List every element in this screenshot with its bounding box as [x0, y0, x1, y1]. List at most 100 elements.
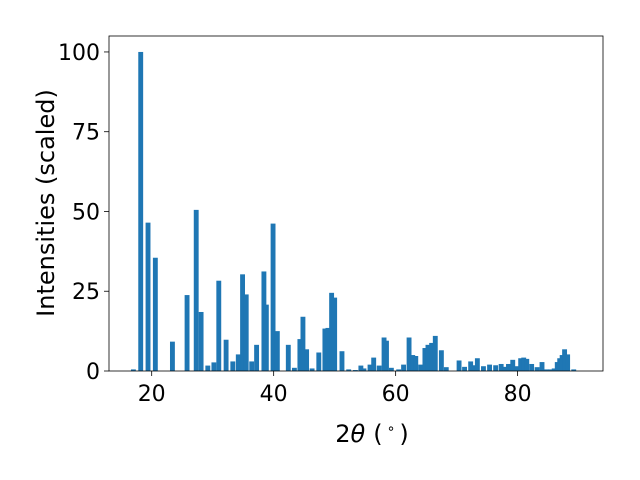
- bar: [425, 344, 431, 371]
- y-tick-label: 100: [58, 41, 100, 66]
- x-axis-label-theta: θ: [351, 420, 366, 448]
- bar: [502, 366, 508, 371]
- bar: [506, 363, 511, 371]
- y-tick-label: 25: [72, 280, 100, 305]
- bar: [254, 344, 260, 371]
- x-tick-label: 60: [382, 382, 410, 407]
- x-tick-label: 40: [260, 382, 288, 407]
- x-tick-label: 20: [138, 382, 166, 407]
- bar: [358, 365, 364, 371]
- bar: [518, 358, 524, 371]
- bar: [413, 356, 419, 371]
- x-tick-label: 80: [504, 382, 532, 407]
- bar: [322, 328, 328, 371]
- x-axis-label: 2θ( ∘): [335, 420, 408, 448]
- bar: [329, 292, 335, 371]
- bar: [432, 335, 438, 371]
- bar: [263, 304, 269, 371]
- bar: [230, 361, 236, 371]
- bar: [346, 369, 352, 371]
- bar: [193, 209, 199, 371]
- bar: [145, 222, 151, 371]
- bar: [422, 348, 428, 371]
- bar: [406, 337, 412, 371]
- bar: [429, 342, 435, 371]
- bar: [216, 280, 222, 371]
- y-tick-label: 50: [72, 200, 100, 225]
- bar: [396, 369, 402, 371]
- bar: [325, 327, 331, 371]
- bar: [223, 339, 229, 371]
- x-axis-label-degree: ∘: [387, 421, 396, 437]
- y-tick-label: 75: [72, 121, 100, 146]
- bar: [371, 357, 377, 371]
- bar: [297, 339, 303, 371]
- bar: [521, 357, 527, 371]
- y-axis-ticks: 0 25 50 75 100: [58, 41, 109, 385]
- bar: [410, 355, 416, 371]
- bar: [316, 352, 322, 371]
- x-axis-label-open: (: [373, 420, 382, 448]
- x-axis-ticks: 20 40 60 80: [138, 371, 532, 407]
- bar: [456, 360, 462, 371]
- bar: [471, 365, 477, 371]
- bar: [198, 311, 204, 371]
- bar: [291, 367, 297, 371]
- bar: [384, 340, 389, 371]
- bars-group: [130, 51, 577, 371]
- bar: [529, 363, 535, 371]
- bar: [418, 364, 424, 371]
- bar: [274, 331, 280, 371]
- bar: [270, 223, 276, 371]
- bar: [249, 361, 255, 371]
- bar: [401, 364, 407, 371]
- bar: [493, 365, 499, 371]
- bar: [498, 363, 504, 371]
- bar: [481, 366, 486, 371]
- bar: [443, 367, 449, 371]
- bar: [184, 295, 190, 371]
- bar: [543, 369, 549, 371]
- bar: [388, 367, 394, 371]
- bar: [309, 368, 315, 371]
- x-axis-label-prefix: 2: [335, 420, 350, 448]
- bar: [361, 368, 367, 371]
- bar: [352, 370, 358, 371]
- bar: [130, 369, 136, 371]
- bar: [565, 354, 571, 371]
- bar: [539, 362, 545, 371]
- bar: [243, 294, 249, 371]
- bar: [211, 362, 217, 371]
- bar: [438, 350, 444, 371]
- y-axis-label: Intensities (scaled): [32, 89, 60, 317]
- bar: [510, 359, 516, 371]
- bar: [514, 366, 520, 371]
- bar: [152, 257, 158, 371]
- bar: [524, 358, 530, 371]
- bar: [474, 358, 480, 371]
- y-tick-label: 0: [86, 360, 100, 385]
- bar: [138, 51, 144, 371]
- bar: [462, 366, 467, 371]
- bar: [285, 344, 291, 371]
- bar: [235, 354, 241, 371]
- bar: [240, 274, 245, 371]
- bar: [300, 316, 306, 371]
- bar: [304, 349, 310, 371]
- bar: [332, 297, 338, 371]
- bar: [562, 349, 568, 371]
- bar: [548, 369, 553, 371]
- bar: [551, 368, 557, 371]
- bar: [367, 364, 373, 371]
- bar: [571, 369, 577, 371]
- bar: [468, 361, 474, 371]
- bar: [169, 341, 175, 371]
- bar: [205, 365, 211, 371]
- bar: [534, 367, 540, 371]
- bar: [487, 364, 492, 371]
- bar: [376, 365, 382, 371]
- plot-frame: [108, 35, 604, 372]
- x-axis-label-close: ): [399, 420, 408, 448]
